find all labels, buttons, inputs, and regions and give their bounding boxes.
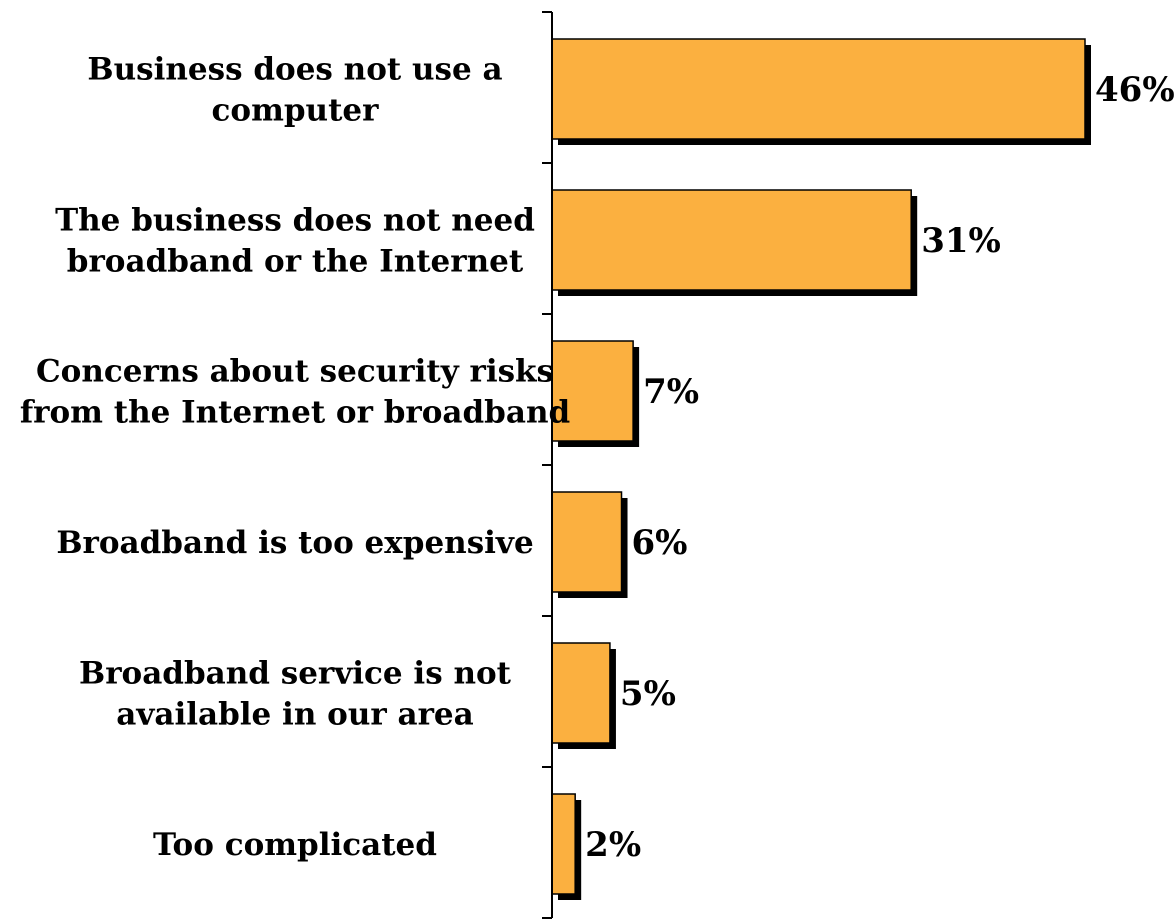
- value-label: 7%: [643, 372, 699, 412]
- value-label: 2%: [585, 825, 641, 865]
- category-label: The business does not need broadband or t…: [55, 203, 535, 280]
- bar: [551, 189, 912, 291]
- value-label: 5%: [620, 674, 676, 714]
- bars: [551, 38, 1086, 895]
- value-label: 46%: [1095, 70, 1174, 110]
- value-labels: 46% 31% 7% 6% 5% 2%: [585, 70, 1174, 865]
- category-labels: Business does not use a computer The busin…: [20, 52, 570, 864]
- category-label: Concerns about security risks from the In…: [20, 354, 570, 431]
- category-axis: [542, 11, 553, 919]
- bar: [551, 491, 623, 593]
- bar-shadows: [558, 45, 1091, 900]
- bar: [551, 38, 1086, 140]
- bar: [551, 642, 611, 744]
- value-label: 31%: [921, 221, 1001, 261]
- category-label-line: Broadband is too expensive: [56, 525, 533, 561]
- category-label-line: The business does not need: [55, 203, 535, 239]
- value-label: 6%: [632, 523, 688, 563]
- category-label-line: Broadband service is not: [79, 656, 512, 692]
- category-label-line: Too complicated: [153, 827, 437, 863]
- category-label: Too complicated: [153, 827, 437, 863]
- category-label-line: computer: [212, 93, 380, 129]
- category-label-line: Concerns about security risks: [36, 354, 554, 390]
- bar: [551, 793, 576, 895]
- bar: [551, 340, 634, 442]
- category-label: Broadband service is not available in our…: [79, 656, 512, 733]
- category-label: Broadband is too expensive: [56, 525, 533, 561]
- category-label-line: broadband or the Internet: [67, 244, 524, 280]
- category-label-line: available in our area: [116, 697, 473, 733]
- category-label-line: from the Internet or broadband: [20, 395, 570, 431]
- category-label-line: Business does not use a: [87, 52, 502, 88]
- category-label: Business does not use a computer: [87, 52, 502, 129]
